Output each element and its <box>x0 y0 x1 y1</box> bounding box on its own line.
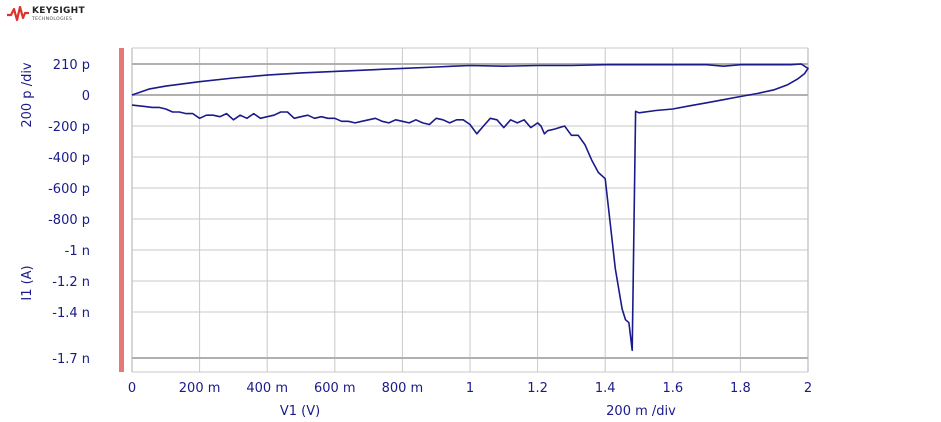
y-tick-label: -1 n <box>65 244 90 259</box>
x-tick-label: 1.8 <box>730 381 751 396</box>
y-tick-labels: 210 p 0 -200 p -400 p -600 p -800 p -1 n -1.2 n… <box>48 58 90 367</box>
x-tick-label: 0 <box>128 381 136 396</box>
y-tick-label: -1.4 n <box>52 306 90 321</box>
x-tick-label: 200 m <box>179 381 221 396</box>
keysight-logo: KEYSIGHT TECHNOLOGIES <box>6 4 126 32</box>
marker-bar[interactable] <box>119 48 124 372</box>
x-scale-label: 200 m /div <box>606 404 676 419</box>
x-tick-label: 600 m <box>314 381 356 396</box>
logo-name: KEYSIGHT <box>32 6 85 16</box>
x-tick-label: 1.2 <box>527 381 548 396</box>
x-tick-label: 400 m <box>246 381 288 396</box>
y-tick-label: -1.7 n <box>52 352 90 367</box>
x-axis-label: V1 (V) <box>280 404 320 419</box>
x-tick-label: 2 <box>804 381 812 396</box>
x-tick-labels: 0 200 m 400 m 600 m 800 m 1 1.2 1.4 1.6 1.8 2 <box>128 381 812 396</box>
logo-subtitle: TECHNOLOGIES <box>32 17 73 22</box>
x-tick-label: 800 m <box>382 381 424 396</box>
y-axis-label: I1 (A) <box>20 265 35 300</box>
series-line <box>131 63 809 352</box>
y-tick-label: -400 p <box>48 151 90 166</box>
y-tick-label: -1.2 n <box>52 275 90 290</box>
x-tick-label: 1.6 <box>662 381 683 396</box>
x-tick-label: 1 <box>466 381 474 396</box>
y-tick-label: 0 <box>82 89 90 104</box>
y-tick-label: -600 p <box>48 182 90 197</box>
x-tick-label: 1.4 <box>595 381 616 396</box>
y-tick-label: 210 p <box>53 58 90 73</box>
keysight-wave-icon <box>7 6 29 22</box>
y-tick-label: -200 p <box>48 120 90 135</box>
plot-grid <box>131 47 809 373</box>
y-tick-label: -800 p <box>48 213 90 228</box>
y-scale-label: 200 p /div <box>20 62 35 128</box>
